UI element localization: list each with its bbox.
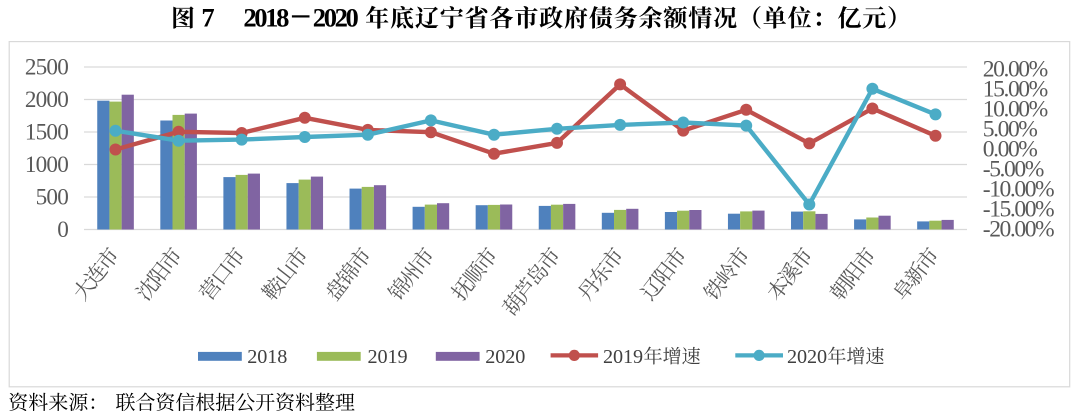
svg-text:2000: 2000 [25, 87, 68, 113]
svg-text:2019: 2019 [603, 346, 643, 368]
svg-text:5.00%: 5.00% [983, 116, 1037, 142]
svg-text:0.00%: 0.00% [983, 136, 1037, 162]
svg-text:10.00%: 10.00% [983, 96, 1048, 122]
svg-text:2500: 2500 [25, 54, 68, 80]
svg-text:-5.00%: -5.00% [983, 156, 1044, 182]
svg-text:-15.00%: -15.00% [983, 196, 1054, 222]
svg-text:2020: 2020 [485, 346, 525, 368]
svg-text:2018: 2018 [243, 3, 289, 33]
svg-text:2020: 2020 [787, 346, 827, 368]
svg-text:2019: 2019 [368, 346, 408, 368]
svg-text:1500: 1500 [25, 119, 68, 145]
svg-text:15.00%: 15.00% [983, 76, 1048, 102]
svg-text:-20.00%: -20.00% [983, 216, 1054, 242]
svg-text:500: 500 [36, 184, 69, 210]
svg-text:0: 0 [57, 217, 68, 243]
svg-text:20.00%: 20.00% [983, 56, 1048, 82]
svg-text:1000: 1000 [25, 152, 68, 178]
svg-text:2020: 2020 [313, 3, 359, 33]
svg-text:2018: 2018 [247, 346, 287, 368]
svg-text:-10.00%: -10.00% [983, 176, 1054, 202]
